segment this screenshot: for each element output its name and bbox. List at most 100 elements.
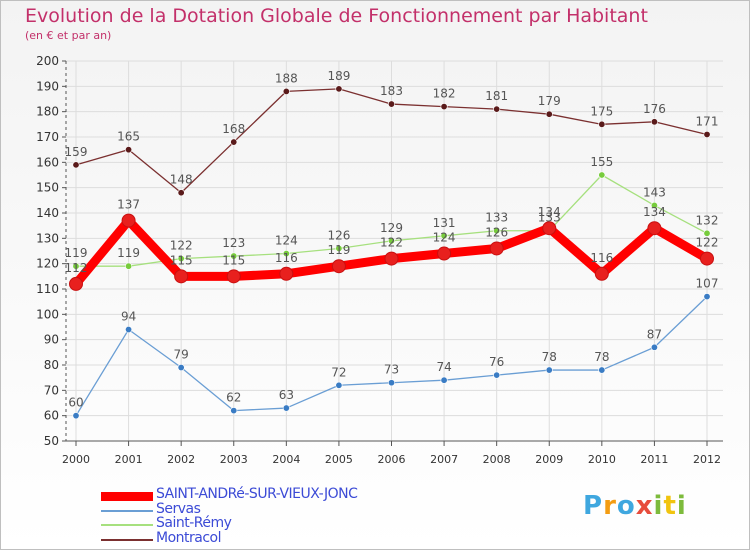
series-2-point: [125, 262, 133, 270]
series-1-data-label: 78: [542, 350, 557, 364]
series-0-point: [174, 269, 189, 284]
xtick-label: 2001: [115, 453, 143, 466]
series-layer: [69, 85, 714, 420]
series-0-point: [69, 276, 83, 291]
logo-letter: i: [676, 491, 687, 521]
series-2-data-label: 119: [117, 246, 140, 260]
series-3-point: [125, 146, 133, 154]
series-1-data-label: 73: [384, 363, 399, 377]
series-0-data-label: 116: [275, 251, 298, 265]
series-1-point: [493, 371, 501, 379]
series-1-point: [230, 407, 238, 415]
series-3-point: [335, 85, 343, 93]
series-3-data-label: 159: [65, 145, 88, 159]
series-0-point: [384, 251, 399, 266]
series-2-data-label: 129: [380, 221, 403, 235]
series-0-point: [331, 259, 346, 274]
series-0-data-label: 122: [696, 236, 719, 250]
series-2-data-label: 123: [222, 236, 245, 250]
series-2-point: [703, 229, 711, 237]
xtick-label: 2012: [693, 453, 721, 466]
series-0-point: [121, 213, 136, 228]
series-1-data-label: 107: [696, 277, 719, 291]
series-0-point: [226, 269, 241, 284]
legend-label: Montracol: [156, 530, 222, 546]
series-2-data-label: 124: [275, 234, 298, 248]
series-3-point: [703, 130, 711, 138]
series-3-point: [440, 103, 448, 111]
series-1-point: [650, 343, 658, 351]
series-3-point: [650, 118, 658, 126]
legend-item: Servas: [101, 501, 501, 518]
legend-item: Saint-Rémy: [101, 515, 501, 532]
xtick-label: 2009: [535, 453, 563, 466]
series-3-data-label: 171: [696, 114, 719, 128]
series-3-data-label: 188: [275, 71, 298, 85]
series-2-data-label: 126: [327, 228, 350, 242]
series-0-point: [279, 266, 294, 281]
legend-swatch: [101, 510, 153, 512]
xtick-label: 2002: [167, 453, 195, 466]
legend-swatch: [101, 524, 153, 526]
series-3-point: [230, 138, 238, 146]
series-0-data-label: 122: [380, 236, 403, 250]
series-2-point: [72, 262, 80, 270]
data-label-layer: 60 94 79 62 63 72 73 74 76 78 78 87 107 119 119 122 123 1…: [65, 69, 719, 410]
series-1-point: [125, 326, 133, 334]
series-1-point: [72, 412, 80, 420]
legend-swatch: [101, 491, 153, 501]
series-3-point: [177, 189, 185, 197]
ytick-label: 70: [44, 383, 59, 397]
series-1-point: [335, 381, 343, 389]
series-1-data-label: 60: [68, 396, 83, 410]
series-2-point: [335, 244, 343, 252]
ytick-label: 200: [36, 54, 59, 68]
legend-label: Servas: [156, 501, 201, 517]
logo-letter: i: [653, 491, 664, 521]
series-0-data-label: 116: [590, 251, 613, 265]
xtick-label: 2003: [220, 453, 248, 466]
xtick-label: 2011: [640, 453, 668, 466]
series-0-data-label: 134: [538, 205, 561, 219]
series-3-data-label: 175: [590, 104, 613, 118]
series-1-data-label: 63: [279, 388, 294, 402]
legend-label: SAINT-ANDRé-SUR-VIEUX-JONC: [156, 486, 358, 502]
series-1-data-label: 72: [331, 365, 346, 379]
ytick-label: 100: [36, 307, 59, 321]
series-3-data-label: 176: [643, 102, 666, 116]
series-3-data-label: 182: [433, 87, 456, 101]
logo-letter: o: [616, 491, 636, 521]
series-3-point: [545, 110, 553, 118]
series-2-data-label: 155: [590, 155, 613, 169]
series-2-point: [282, 250, 290, 258]
series-2-data-label: 122: [170, 239, 193, 253]
series-2-point: [230, 252, 238, 260]
chart-title: Evolution de la Dotation Globale de Fonc…: [25, 5, 648, 27]
ytick-label: 150: [36, 181, 59, 195]
proxiti-logo: Proxiti: [583, 491, 687, 521]
legend-item: SAINT-ANDRé-SUR-VIEUX-JONC: [101, 486, 501, 503]
series-0-data-label: 134: [643, 205, 666, 219]
xtick-label: 2004: [272, 453, 300, 466]
series-2-data-label: 133: [538, 211, 561, 225]
legend-label: Saint-Rémy: [156, 515, 232, 531]
series-1-data-label: 62: [226, 391, 241, 405]
series-0-data-label: 124: [433, 231, 456, 245]
series-2-data-label: 133: [485, 211, 508, 225]
legend-item: Montracol: [101, 530, 501, 547]
series-3-point: [72, 161, 80, 169]
series-3-data-label: 183: [380, 84, 403, 98]
xtick-label: 2005: [325, 453, 353, 466]
series-2-data-label: 132: [696, 213, 719, 227]
xtick-label: 2000: [62, 453, 90, 466]
series-1-point: [177, 364, 185, 372]
ytick-label: 110: [36, 282, 59, 296]
series-2-data-label: 119: [65, 246, 88, 260]
series-1-point: [440, 376, 448, 384]
series-3-data-label: 181: [485, 89, 508, 103]
xtick-label: 2007: [430, 453, 458, 466]
series-1-point: [282, 404, 290, 412]
logo-letter: P: [583, 491, 604, 521]
series-3-data-label: 165: [117, 130, 140, 144]
